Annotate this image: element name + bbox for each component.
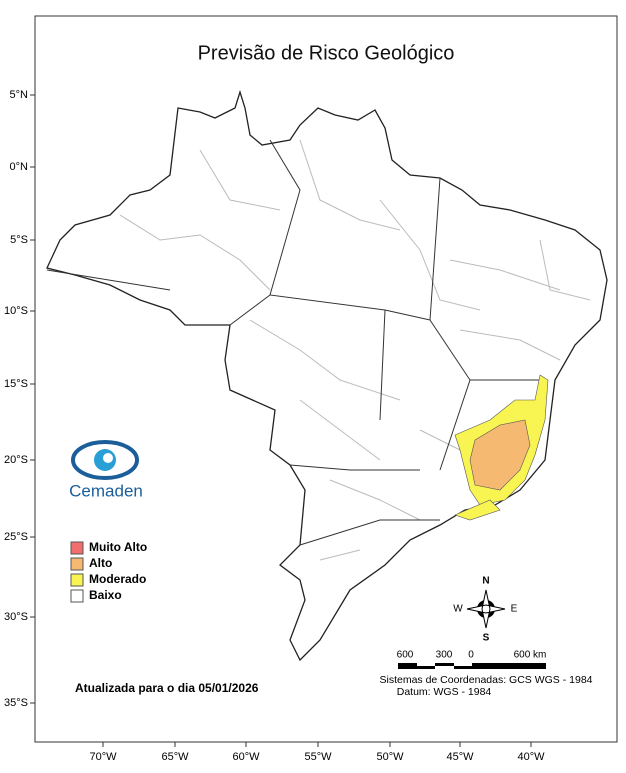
update-date: Atualizada para o dia 05/01/2026 <box>75 681 259 695</box>
risk-high-area <box>469 419 531 491</box>
scale-label: 600 <box>397 650 414 661</box>
latitude-label: 35°S <box>4 697 28 709</box>
logo-text: Cemaden <box>69 481 143 500</box>
legend-label: Muito Alto <box>89 540 147 554</box>
legend-label: Baixo <box>89 588 122 602</box>
coordinate-system: Sistemas de Coordenadas: GCS WGS - 1984 <box>379 674 592 686</box>
longitude-label: 65°W <box>161 751 189 763</box>
scale-label: 300 <box>436 650 453 661</box>
scale-label: 0 <box>468 650 474 661</box>
latitude-label: 0°N <box>10 161 29 173</box>
logo: Cemaden <box>69 440 143 500</box>
longitude-labels: 70°W 65°W 60°W 55°W 50°W 45°W 40°W <box>89 742 545 763</box>
latitude-label: 20°S <box>4 454 28 466</box>
country-outline <box>46 89 608 662</box>
scale-bar <box>398 663 546 669</box>
legend-swatch <box>70 589 84 603</box>
longitude-label: 55°W <box>304 751 332 763</box>
legend-swatch <box>70 541 84 555</box>
longitude-label: 40°W <box>517 751 545 763</box>
longitude-label: 45°W <box>446 751 474 763</box>
legend-swatch <box>70 573 84 587</box>
longitude-label: 50°W <box>376 751 404 763</box>
compass: N S E W <box>453 576 517 644</box>
scale-labels: 600 300 0 600 km <box>397 650 547 661</box>
scale-label: 600 km <box>514 650 547 661</box>
longitude-label: 60°W <box>232 751 260 763</box>
legend-label: Alto <box>89 556 112 570</box>
legend: Muito Alto Alto Moderado Baixo <box>70 540 147 603</box>
risk-moderate-coast <box>454 499 501 521</box>
latitude-labels: 5°N 0°N 5°S 10°S 15°S 20°S 25°S 30°S 35°S <box>4 89 35 709</box>
latitude-label: 25°S <box>4 531 28 543</box>
latitude-label: 5°N <box>10 89 29 101</box>
compass-s: S <box>483 633 490 644</box>
map-title: Previsão de Risco Geológico <box>198 42 455 64</box>
state-borders <box>46 139 545 546</box>
legend-swatch <box>70 557 84 571</box>
longitude-label: 70°W <box>89 751 117 763</box>
legend-label: Moderado <box>89 572 146 586</box>
municipal-borders <box>119 139 591 561</box>
datum: Datum: WGS - 1984 <box>397 686 492 698</box>
latitude-label: 30°S <box>4 611 28 623</box>
compass-n: N <box>482 576 489 587</box>
compass-e: E <box>511 604 518 615</box>
compass-w: W <box>453 604 463 615</box>
latitude-label: 10°S <box>4 305 28 317</box>
latitude-label: 5°S <box>10 234 28 246</box>
latitude-label: 15°S <box>4 378 28 390</box>
